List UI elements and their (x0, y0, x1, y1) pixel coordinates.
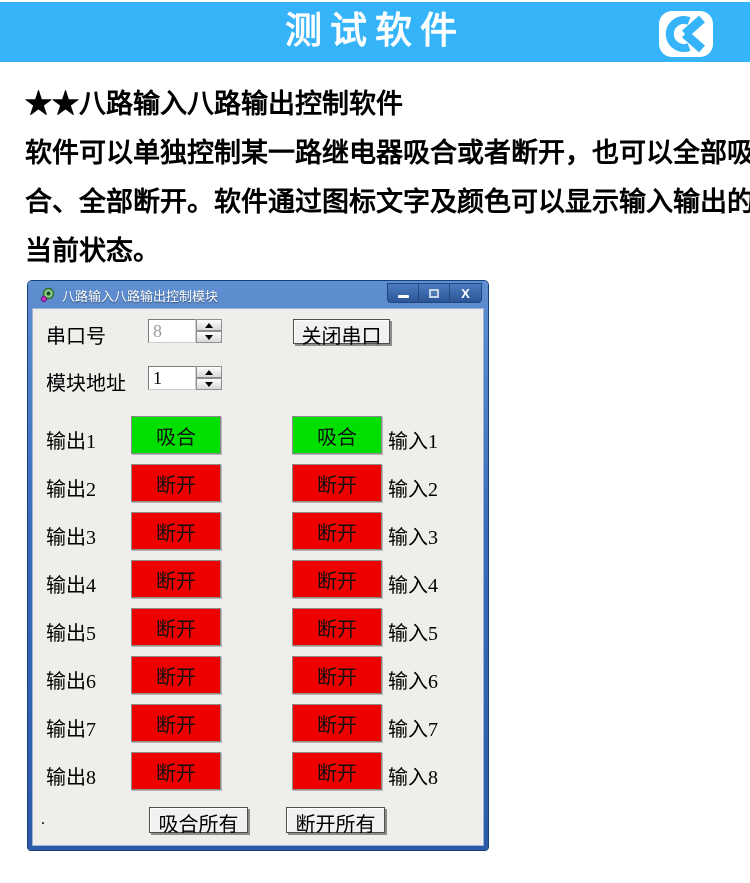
minimize-icon (397, 294, 409, 298)
input-label: 输入6 (388, 671, 438, 693)
output-label: 输出6 (46, 671, 96, 693)
address-stepper-down-button[interactable] (196, 378, 222, 390)
output-label: 输出3 (46, 527, 96, 549)
input-state-indicator[interactable]: 断开 (292, 464, 382, 502)
input-label: 输入8 (388, 767, 438, 789)
close-serial-button[interactable]: 关闭串口 (293, 319, 390, 348)
arrow-down-icon (205, 381, 213, 387)
close-button[interactable]: X (450, 284, 481, 302)
output-state-button[interactable]: 吸合 (131, 416, 221, 454)
serial-port-label: 串口号 (46, 326, 106, 348)
caption-buttons: X (387, 283, 482, 303)
output-state-button[interactable]: 断开 (131, 512, 221, 550)
intro-text: ★★八路输入八路输出控制软件 软件可以单独控制某一路继电器吸合或者断开，也可以全… (25, 80, 750, 276)
input-state-indicator[interactable]: 断开 (292, 608, 382, 646)
output-label: 输出5 (46, 623, 96, 645)
intro-line: 当前状态。 (25, 236, 160, 266)
module-address-input[interactable]: 1 (148, 366, 196, 390)
app-banner: 测试软件 (0, 2, 750, 62)
input-state-indicator[interactable]: 断开 (292, 560, 382, 598)
arrow-down-icon (205, 334, 213, 340)
maximize-icon (429, 288, 439, 298)
module-address-label: 模块地址 (46, 373, 126, 395)
output-label: 输出8 (46, 767, 96, 789)
output-state-button[interactable]: 断开 (131, 464, 221, 502)
arrow-up-icon (205, 322, 213, 328)
input-label: 输入4 (388, 575, 438, 597)
input-state-indicator[interactable]: 断开 (292, 656, 382, 694)
intro-line: 合、全部断开。软件通过图标文字及颜色可以显示输入输出的 (25, 187, 750, 217)
output-state-button[interactable]: 断开 (131, 752, 221, 790)
window-titlebar[interactable]: 八路输入八路输出控制模块 X (32, 281, 484, 308)
stray-dot: . (41, 811, 45, 828)
control-module-window: 八路输入八路输出控制模块 X 串口号 8 关闭串口 模块地址 1 输出1 吸合 … (28, 281, 488, 850)
input-label: 输入1 (388, 431, 438, 453)
output-state-button[interactable]: 断开 (131, 656, 221, 694)
input-state-indicator[interactable]: 断开 (292, 752, 382, 790)
serial-stepper-up-button[interactable] (196, 319, 222, 331)
input-label: 输入5 (388, 623, 438, 645)
input-label: 输入3 (388, 527, 438, 549)
banner-title: 测试软件 (285, 11, 465, 52)
serial-port-input[interactable]: 8 (148, 319, 196, 343)
window-title: 八路输入八路输出控制模块 (62, 289, 219, 304)
ck-logo-icon (659, 11, 713, 57)
address-stepper-up-button[interactable] (196, 366, 222, 378)
output-state-button[interactable]: 断开 (131, 704, 221, 742)
release-all-button[interactable]: 断开所有 (286, 807, 385, 836)
output-state-button[interactable]: 断开 (131, 608, 221, 646)
input-state-indicator[interactable]: 吸合 (292, 416, 382, 454)
engage-all-button[interactable]: 吸合所有 (149, 807, 248, 836)
serial-port-stepper (196, 319, 222, 343)
input-label: 输入7 (388, 719, 438, 741)
input-state-indicator[interactable]: 断开 (292, 704, 382, 742)
intro-heading: ★★八路输入八路输出控制软件 (25, 89, 403, 119)
output-label: 输出4 (46, 575, 96, 597)
input-label: 输入2 (388, 479, 438, 501)
output-label: 输出2 (46, 479, 96, 501)
close-icon: X (461, 285, 470, 301)
module-address-stepper (196, 366, 222, 390)
app-window-icon (40, 287, 55, 303)
intro-line: 软件可以单独控制某一路继电器吸合或者断开，也可以全部吸 (25, 138, 750, 168)
minimize-button[interactable] (388, 284, 419, 302)
maximize-button[interactable] (419, 284, 450, 302)
input-state-indicator[interactable]: 断开 (292, 512, 382, 550)
arrow-up-icon (205, 369, 213, 375)
output-label: 输出1 (46, 431, 96, 453)
output-state-button[interactable]: 断开 (131, 560, 221, 598)
window-client-area: 串口号 8 关闭串口 模块地址 1 输出1 吸合 吸合 输入1 输出2 断开 断开… (32, 308, 484, 846)
serial-stepper-down-button[interactable] (196, 331, 222, 343)
output-label: 输出7 (46, 719, 96, 741)
